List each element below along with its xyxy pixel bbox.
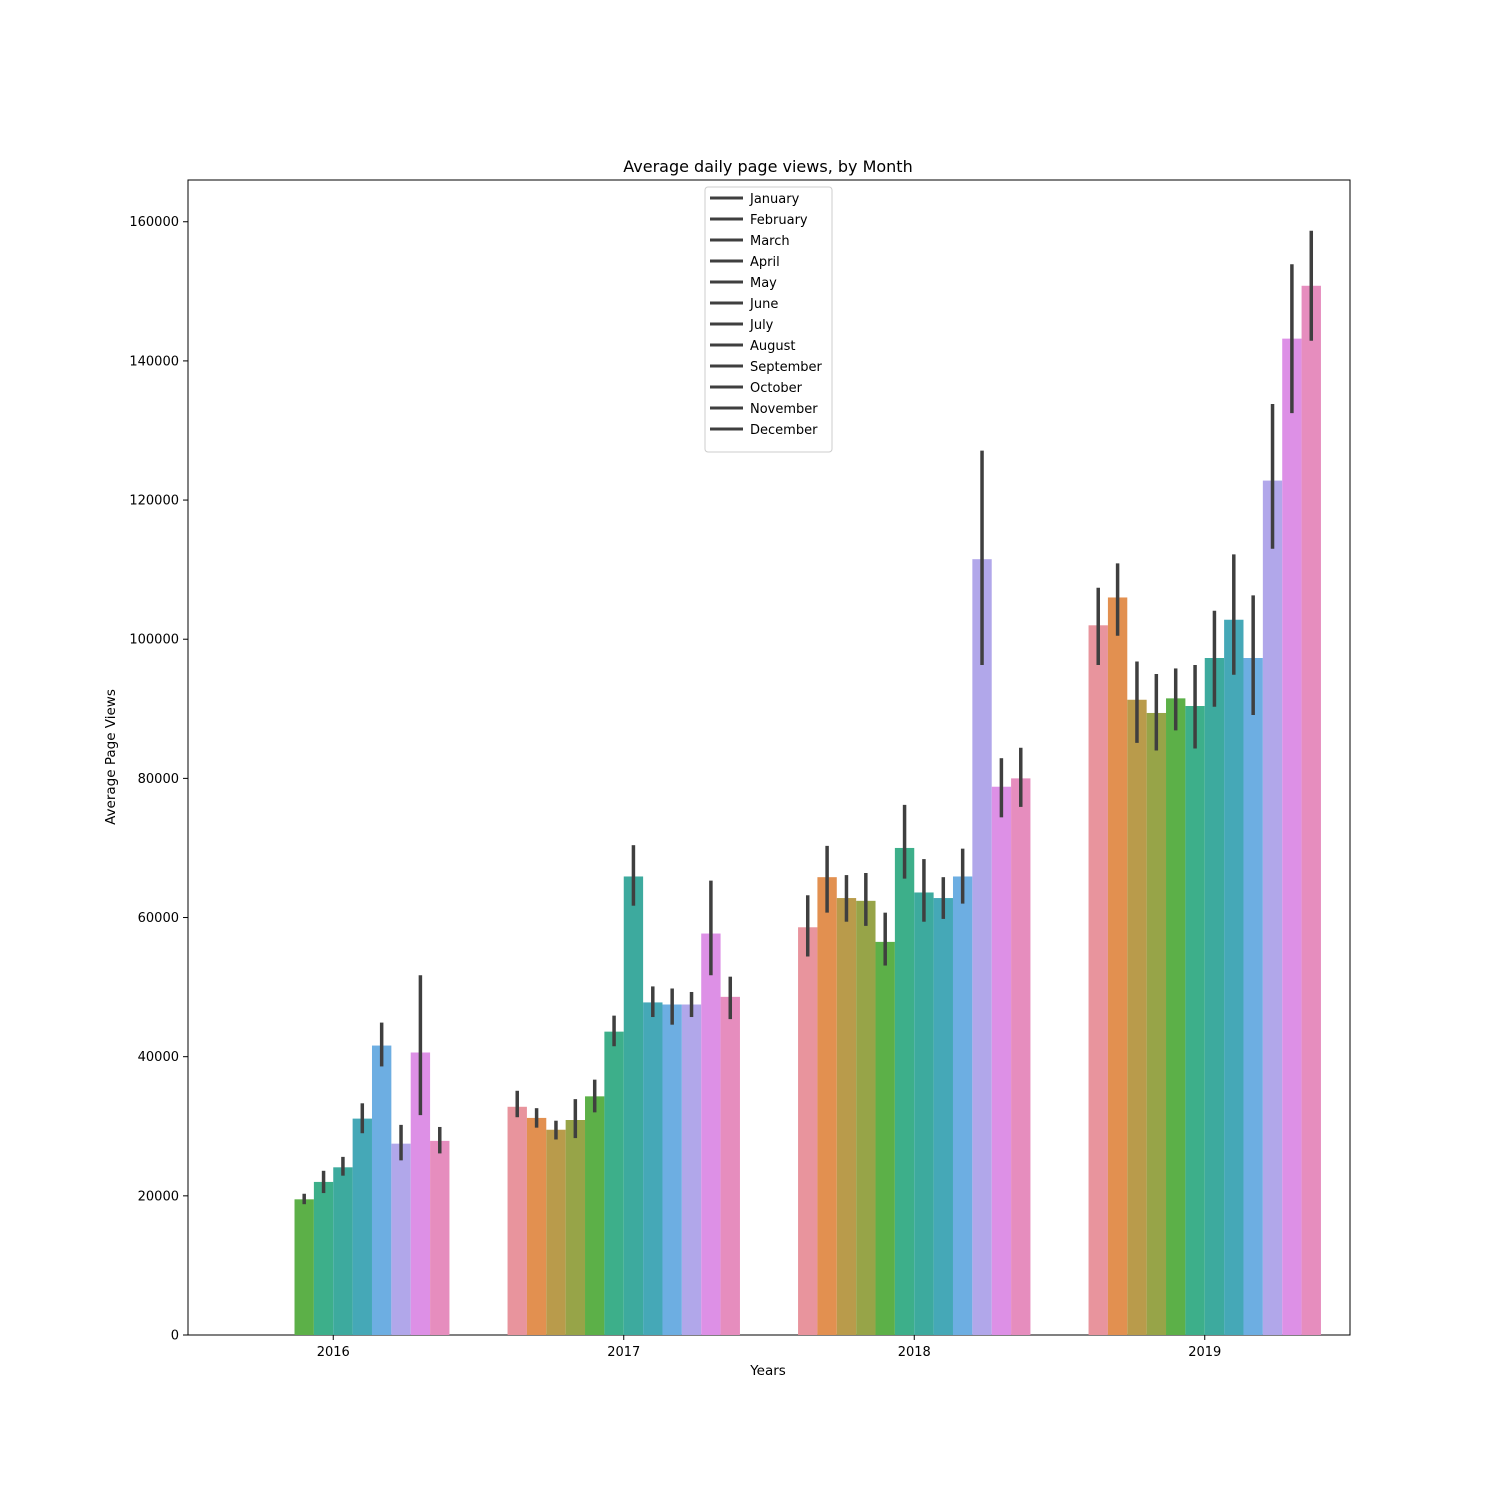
legend-entry: September [750, 360, 823, 375]
bar-may-2018 [875, 941, 895, 1335]
bar-december-2019 [1301, 285, 1321, 1335]
bar-july-2017 [623, 876, 644, 1335]
y-axis-label: Average Page Views [103, 689, 119, 825]
bar-march-2017 [546, 1129, 566, 1335]
bar-may-2016 [294, 1199, 314, 1335]
x-tick-label: 2016 [317, 1345, 350, 1360]
bar-february-2017 [526, 1117, 547, 1335]
bar-april-2019 [1146, 712, 1167, 1335]
y-tick-label: 80000 [138, 772, 179, 787]
y-tick-label: 120000 [129, 494, 179, 509]
bar-november-2018 [991, 786, 1012, 1335]
x-axis-label: Years [749, 1363, 786, 1379]
bar-october-2018 [972, 559, 992, 1335]
bar-may-2019 [1166, 698, 1186, 1335]
bar-august-2017 [643, 1002, 663, 1335]
y-tick-label: 40000 [138, 1050, 179, 1065]
bar-april-2017 [565, 1120, 586, 1335]
legend-entry: February [750, 213, 808, 228]
legend-entry: April [750, 255, 780, 270]
bar-august-2016 [352, 1118, 372, 1335]
bar-june-2017 [604, 1031, 624, 1335]
legend-entry: August [750, 339, 796, 354]
bar-june-2016 [313, 1181, 334, 1335]
legend-entry: July [749, 318, 774, 333]
legend-entry: December [750, 423, 818, 438]
legend-entry: May [750, 276, 777, 291]
bar-august-2019 [1224, 619, 1244, 1335]
bar-november-2019 [1282, 338, 1302, 1335]
bar-september-2016 [371, 1045, 392, 1335]
x-tick-label: 2018 [898, 1345, 931, 1360]
bar-february-2018 [817, 877, 837, 1335]
y-tick-label: 60000 [138, 911, 179, 926]
bar-august-2018 [933, 898, 953, 1335]
x-tick-label: 2017 [607, 1345, 640, 1360]
y-tick-label: 20000 [138, 1189, 179, 1204]
chart-title: Average daily page views, by Month [623, 157, 912, 176]
legend-entry: October [750, 381, 803, 396]
plot-frame [187, 179, 1351, 1336]
bar-july-2019 [1204, 658, 1225, 1335]
bar-july-2018 [914, 892, 934, 1335]
bar-october-2019 [1262, 480, 1283, 1335]
bar-december-2017 [720, 996, 740, 1335]
bar-december-2016 [430, 1140, 450, 1335]
bar-november-2016 [410, 1052, 431, 1335]
bar-september-2019 [1243, 658, 1263, 1335]
bar-october-2017 [681, 1004, 702, 1335]
bar-january-2019 [1088, 625, 1108, 1335]
bar-march-2018 [836, 898, 857, 1335]
plot-area: 0 20000 40000 60000 80000 100000 120000 140000 1… [129, 179, 1351, 1360]
bar-march-2019 [1127, 699, 1147, 1335]
legend: January February March April May June July Augu… [704, 186, 833, 453]
legend-entry: March [750, 234, 790, 249]
bar-june-2019 [1185, 706, 1205, 1335]
bar-january-2018 [798, 927, 818, 1335]
bar-june-2018 [894, 847, 915, 1335]
y-tick-label: 0 [171, 1329, 179, 1344]
bar-september-2018 [952, 876, 973, 1335]
bar-november-2017 [701, 933, 721, 1335]
bar-december-2018 [1011, 778, 1031, 1335]
y-tick-label: 100000 [129, 633, 179, 648]
y-tick-label: 160000 [129, 215, 179, 230]
legend-entry: June [749, 297, 778, 312]
legend-entry: January [749, 192, 800, 207]
legend-entry: November [750, 402, 818, 417]
bar-april-2018 [856, 900, 876, 1335]
bar-january-2017 [507, 1106, 527, 1335]
bar-october-2016 [391, 1143, 411, 1335]
bar-may-2017 [585, 1096, 605, 1335]
bar-february-2019 [1107, 597, 1128, 1335]
bar-july-2016 [333, 1167, 353, 1335]
x-tick-label: 2019 [1188, 1345, 1221, 1360]
y-tick-label: 140000 [129, 354, 179, 369]
bar-september-2017 [662, 1004, 682, 1335]
